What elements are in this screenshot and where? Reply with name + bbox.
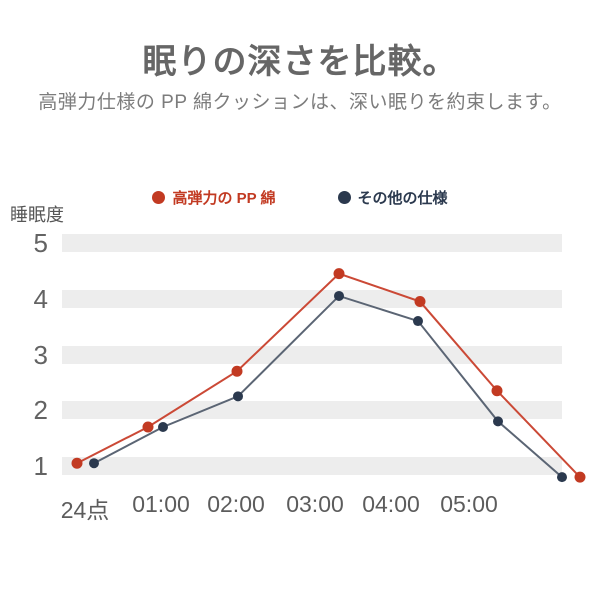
data-point	[413, 316, 423, 327]
data-point	[334, 290, 344, 301]
chart-legend: 高弾力の PP 綿 その他の仕様	[0, 187, 600, 208]
y-tick-label: 4	[33, 283, 48, 314]
grid-band	[62, 345, 562, 364]
y-axis-title: 睡眠度	[10, 205, 64, 225]
legend-item: 高弾力の PP 綿	[152, 187, 276, 208]
x-tick-label: 03:00	[286, 491, 344, 517]
x-tick-label: 02:00	[207, 491, 265, 517]
page-title: 眠りの深さを比較。	[142, 43, 458, 81]
x-tick-label: 04:00	[362, 491, 420, 517]
data-point	[333, 268, 345, 280]
series-line	[76, 272, 581, 478]
grid-band	[62, 457, 562, 475]
x-tick-label: 24点	[60, 497, 110, 523]
legend-label: 高弾力の PP 綿	[172, 190, 276, 207]
data-point	[71, 457, 83, 469]
series-line	[93, 294, 563, 478]
legend-item: その他の仕様	[337, 187, 448, 208]
y-tick-label: 2	[33, 395, 48, 426]
data-point	[89, 458, 99, 469]
data-point	[142, 421, 154, 433]
legend-label: その他の仕様	[357, 190, 448, 207]
page-subtitle: 高弾力仕様の PP 綿クッションは、深い眠りを約束します。	[38, 92, 562, 113]
x-tick-label: 05:00	[440, 491, 498, 517]
grid-band	[62, 234, 562, 252]
y-tick-label: 3	[33, 339, 48, 370]
y-tick-label: 1	[33, 451, 48, 481]
data-point	[557, 472, 567, 483]
data-point	[491, 385, 503, 397]
x-tick-label: 01:00	[132, 491, 190, 517]
data-point	[231, 365, 243, 377]
data-point	[158, 421, 168, 432]
legend-dot-icon	[337, 191, 351, 204]
data-point	[414, 296, 426, 308]
data-point	[493, 416, 503, 427]
grid-band	[62, 401, 562, 420]
data-point	[233, 391, 243, 402]
legend-dot-icon	[152, 191, 166, 204]
data-point	[574, 471, 586, 483]
y-tick-label: 5	[33, 228, 48, 258]
